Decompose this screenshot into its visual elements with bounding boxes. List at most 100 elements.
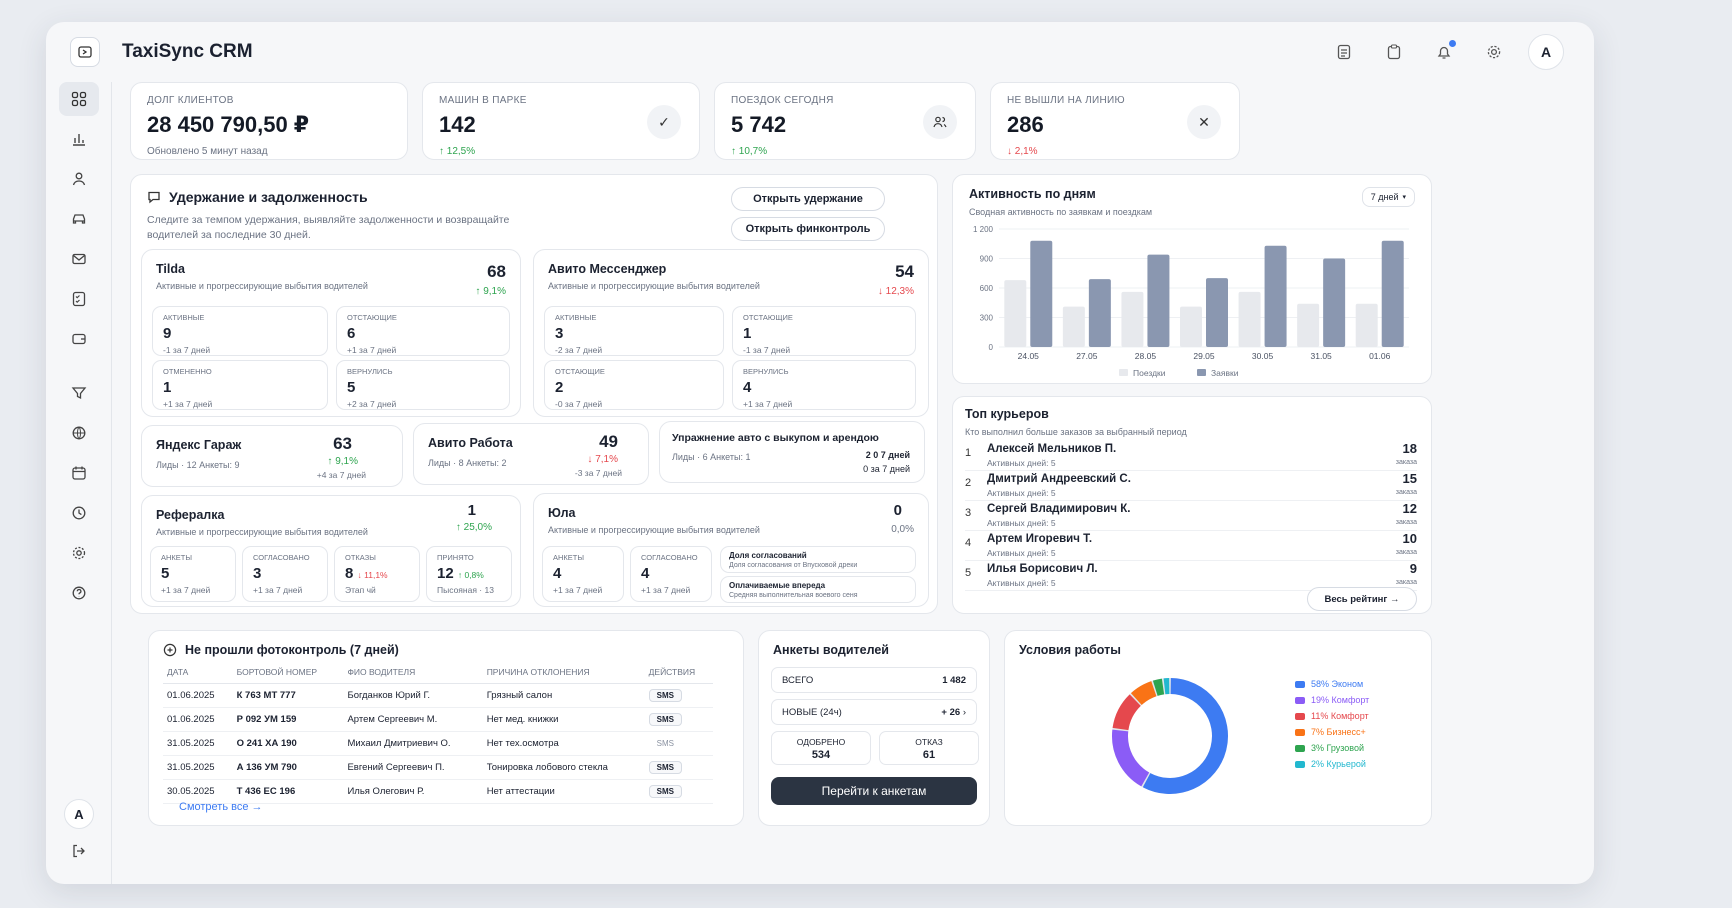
metric-sub: +1 за 7 дней — [553, 585, 603, 595]
donut-slice[interactable] — [1112, 694, 1142, 731]
sms-button[interactable]: SMS — [648, 689, 682, 702]
courier-rank: 3 — [965, 507, 972, 519]
gear-icon[interactable] — [1478, 36, 1510, 68]
x-tick-label: 30.05 — [1252, 351, 1274, 361]
courier-unit: заказа — [1395, 519, 1417, 526]
source-card-yandex[interactable]: Яндекс Гараж Лиды · 12 Анкеты: 9 63 ↑ 9,… — [141, 425, 403, 487]
new-row[interactable]: НОВЫЕ (24ч) + 26 › — [771, 699, 977, 725]
bar-trips[interactable] — [1062, 306, 1085, 347]
source-card-avito-messenger[interactable]: Авито Мессенджер Активные и прогрессирую… — [533, 249, 929, 417]
filter-icon[interactable] — [59, 376, 99, 410]
metric-applications: АНКЕТЫ 5 +1 за 7 дней — [150, 546, 236, 602]
activity-subtitle: Сводная активность по заявкам и поездкам — [969, 207, 1153, 217]
metric-label: АКТИВНЫЕ — [555, 313, 597, 322]
bar-requests[interactable] — [1264, 245, 1287, 347]
metric-label: ОТКАЗЫ — [345, 553, 376, 562]
courier-row[interactable]: 5 Илья Борисович Л. Активных дней: 5 9 заказ… — [965, 561, 1417, 591]
legend-label: 7% Бизнесс+ — [1311, 727, 1366, 737]
clipboard-icon[interactable] — [1378, 36, 1410, 68]
courier-row[interactable]: 3 Сергей Владимирович К. Активных дней: 5 1… — [965, 501, 1417, 531]
retention-title: Удержание и задолженность — [169, 189, 368, 205]
courier-row[interactable]: 4 Артем Игоревич Т. Активных дней: 5 10 зака… — [965, 531, 1417, 561]
courier-row[interactable]: 1 Алексей Мельников П. Активных дней: 5 18 з… — [965, 441, 1417, 471]
sms-button[interactable]: SMS — [648, 761, 682, 774]
sidebar-avatar[interactable]: A — [64, 799, 94, 829]
metric-value: 4 — [553, 565, 562, 582]
user-icon[interactable] — [59, 162, 99, 196]
period-value: 7 дней — [1370, 192, 1399, 202]
chevron-right-icon: › — [962, 706, 966, 718]
approved-box: ОДОБРЕНО 534 — [771, 731, 871, 765]
bar-trips[interactable] — [1004, 280, 1027, 347]
sms-button[interactable]: SMS — [648, 713, 682, 726]
source-change: ↓ 7,1% — [587, 454, 618, 465]
globe-icon[interactable] — [59, 416, 99, 450]
mail-icon[interactable] — [59, 242, 99, 276]
bar-trips[interactable] — [1121, 291, 1144, 347]
open-fincontrol-button[interactable]: Открыть финконтроль — [731, 217, 885, 241]
couriers-subtitle: Кто выполнил больше заказов за выбранный… — [965, 427, 1187, 437]
wallet-icon[interactable] — [59, 322, 99, 356]
cell-driver: Артем Сергеевич М. — [343, 707, 483, 732]
settings-icon[interactable] — [59, 536, 99, 570]
bar-requests[interactable] — [1381, 240, 1404, 347]
full-rating-button[interactable]: Весь рейтинг → — [1307, 587, 1417, 611]
metric-value: 8 — [345, 565, 354, 582]
table-row: 01.06.2025 Р 092 УМ 159 Артем Сергеевич М.… — [163, 707, 713, 732]
x-tick-label: 29.05 — [1193, 351, 1215, 361]
source-card-rent[interactable]: Упражнение авто с выкупом и арендою Лиды… — [659, 421, 925, 483]
activity-title: Активность по дням — [969, 187, 1096, 201]
metric-sub: +1 за 7 дней — [347, 345, 397, 355]
bar-requests[interactable] — [1030, 240, 1053, 347]
logout-icon[interactable] — [71, 843, 87, 864]
checklist-icon[interactable] — [59, 282, 99, 316]
donut-slice[interactable] — [1142, 678, 1228, 794]
dashboard-icon[interactable] — [58, 82, 99, 116]
source-card-tilda[interactable]: Tilda Активные и прогрессирующие выбытия… — [141, 249, 521, 417]
courier-unit: заказа — [1395, 579, 1417, 586]
source-card-yula[interactable]: Юла Активные и прогрессирующие выбытия в… — [533, 493, 929, 607]
source-value: 1 — [467, 502, 476, 519]
cell-action: SMS — [644, 779, 713, 804]
kpi-value: 142 — [439, 112, 476, 137]
source-change: ↓ 12,3% — [877, 286, 914, 297]
total-value: 1 482 — [942, 674, 966, 686]
donut-slice[interactable] — [1112, 729, 1150, 787]
source-line1: 2 0 7 дней — [865, 450, 910, 460]
sms-button[interactable]: SMS — [656, 739, 674, 748]
calendar-icon[interactable] — [59, 456, 99, 490]
bar-trips[interactable] — [1180, 306, 1202, 347]
bar-requests[interactable] — [1088, 279, 1111, 347]
notification-icon[interactable] — [1428, 36, 1460, 68]
open-retention-button[interactable]: Открыть удержание — [731, 187, 885, 211]
user-avatar[interactable]: A — [1528, 34, 1564, 70]
bar-requests[interactable] — [1206, 278, 1228, 347]
bar-requests[interactable] — [1147, 254, 1170, 347]
courier-row[interactable]: 2 Дмитрий Андреевский С. Активных дней: 5 1… — [965, 471, 1417, 501]
legend-label: Поездки — [1133, 368, 1166, 378]
bar-trips[interactable] — [1355, 303, 1378, 347]
period-select[interactable]: 7 дней ▾ — [1361, 187, 1415, 207]
bar-trips[interactable] — [1297, 303, 1320, 347]
source-card-referal[interactable]: Рефералка Активные и прогрессирующие выб… — [141, 495, 521, 607]
help-icon[interactable] — [59, 576, 99, 610]
clock-icon[interactable] — [59, 496, 99, 530]
table-row: 01.06.2025 К 763 МТ 777 Богданков Юрий Г. Г… — [163, 683, 713, 708]
donut-slice[interactable] — [1130, 681, 1157, 706]
metric-value: 9 — [163, 325, 172, 342]
metric-sub: +1 за 7 дней — [161, 585, 211, 595]
metric-sub: +2 за 7 дней — [347, 399, 397, 409]
analytics-icon[interactable] — [59, 122, 99, 156]
document-icon[interactable] — [1328, 36, 1360, 68]
view-all-link[interactable]: Смотреть все → — [179, 801, 263, 813]
car-icon[interactable] — [59, 202, 99, 236]
bar-trips[interactable] — [1238, 291, 1261, 347]
source-card-avito-work[interactable]: Авито Работа Лиды · 8 Анкеты: 2 49 ↓ 7,1… — [413, 423, 649, 485]
sms-button[interactable]: SMS — [648, 785, 682, 798]
arrow-right-icon: → — [1390, 593, 1400, 605]
bar-requests[interactable] — [1323, 258, 1346, 348]
logo-icon[interactable] — [70, 37, 100, 67]
metric-value: 4 — [641, 565, 650, 582]
go-to-applications-button[interactable]: Перейти к анкетам — [771, 777, 977, 805]
donut-slice[interactable] — [1152, 678, 1165, 696]
